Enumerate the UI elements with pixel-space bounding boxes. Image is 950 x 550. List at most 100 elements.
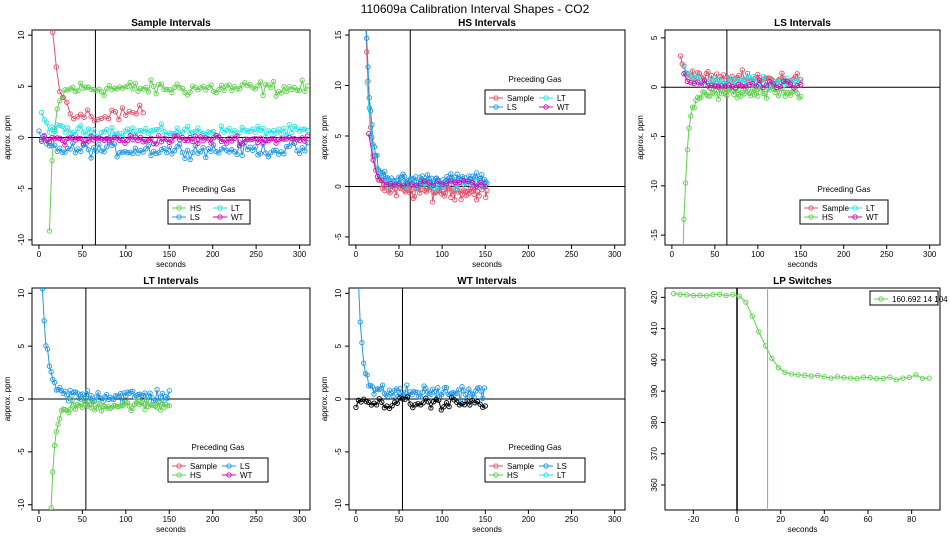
legend-swatch-point [176,205,182,211]
legend: Preceding Gas Sample LT LS WT [484,75,586,115]
data-point [143,138,149,144]
data-point [480,404,486,410]
data-point [62,129,68,135]
data-point [213,149,219,155]
data-point [124,126,131,132]
data-point [130,150,136,157]
data-point [257,79,264,85]
data-point [174,125,180,131]
data-point [57,416,63,422]
series-hs [48,397,172,510]
legend-label: WT [557,103,570,112]
data-point [140,149,146,155]
data-point [137,127,144,134]
data-point [161,86,167,92]
data-point [798,93,804,100]
data-point [65,398,72,404]
data-point [410,404,416,411]
x-tick-label: 250 [249,515,263,524]
data-point [281,84,287,90]
data-point [38,138,45,144]
panel-ls-intervals: LS Intervals 0 50 100 150 200 250 300 -15 -10 -5 0 5… [636,18,941,269]
data-point [90,398,96,405]
data-point [159,390,165,397]
data-point [701,78,708,84]
data-point [461,402,468,408]
data-point [482,403,488,409]
x-tick-label: 100 [435,515,449,524]
data-point [283,143,290,150]
data-point [396,174,402,180]
data-point [433,185,439,192]
data-point [469,180,475,186]
data-point [252,135,258,142]
y-tick-label: 0 [17,135,26,140]
data-point [127,133,133,139]
data-point [98,130,105,136]
data-point [44,346,51,352]
legend-swatch-point [543,95,549,101]
data-point [690,292,697,299]
data-point [449,188,455,195]
data-point [389,403,395,409]
data-point [122,148,128,155]
data-point [419,173,425,179]
data-point [182,126,188,132]
data-point [190,129,196,136]
data-point [62,149,68,155]
legend: Preceding Gas Sample LS HS LT [484,443,586,483]
data-point [364,372,370,378]
data-point [111,134,118,141]
legend-label: LT [231,204,240,213]
y-tick-label: 420 [650,290,659,304]
data-point [91,137,97,143]
data-point [413,182,419,188]
series-ls [39,288,172,405]
x-axis-label: seconds [156,260,186,269]
data-point [144,397,150,403]
data-point [57,98,63,104]
data-point [78,148,84,154]
plot-area [671,290,932,383]
data-point [482,183,488,189]
data-point [834,374,841,380]
x-tick-label: 250 [880,250,894,259]
data-point [153,91,159,97]
data-point [119,137,126,143]
legend: Preceding Gas HS LT LS WT [167,185,251,225]
data-point [117,150,123,156]
legend-label: WT [866,213,879,222]
data-point [423,395,429,401]
data-point [80,85,86,91]
y-tick-label: 5 [17,343,26,348]
data-point [774,84,780,91]
data-point [145,143,152,149]
data-point [365,64,371,70]
data-point [169,89,175,96]
data-point [223,83,230,89]
data-point [62,87,68,93]
data-point [363,398,369,405]
data-point [393,193,400,199]
data-point [743,299,749,305]
legend-swatch-point [217,214,223,220]
data-point [260,139,266,145]
data-point [270,135,277,142]
y-tick-label: 5 [650,35,659,40]
data-point [808,373,814,379]
x-axis-label: seconds [472,525,502,534]
legend-label: HS [822,213,833,222]
data-point [132,80,139,87]
data-point [132,134,139,140]
data-point [483,194,489,201]
data-point [698,95,704,101]
data-point [815,372,821,379]
legend-swatch-point [176,472,182,478]
data-point [364,35,370,41]
data-point [389,187,396,193]
data-point [753,86,759,93]
data-point [273,93,279,99]
data-point [184,147,191,154]
data-point [69,397,75,404]
data-point [473,170,480,176]
